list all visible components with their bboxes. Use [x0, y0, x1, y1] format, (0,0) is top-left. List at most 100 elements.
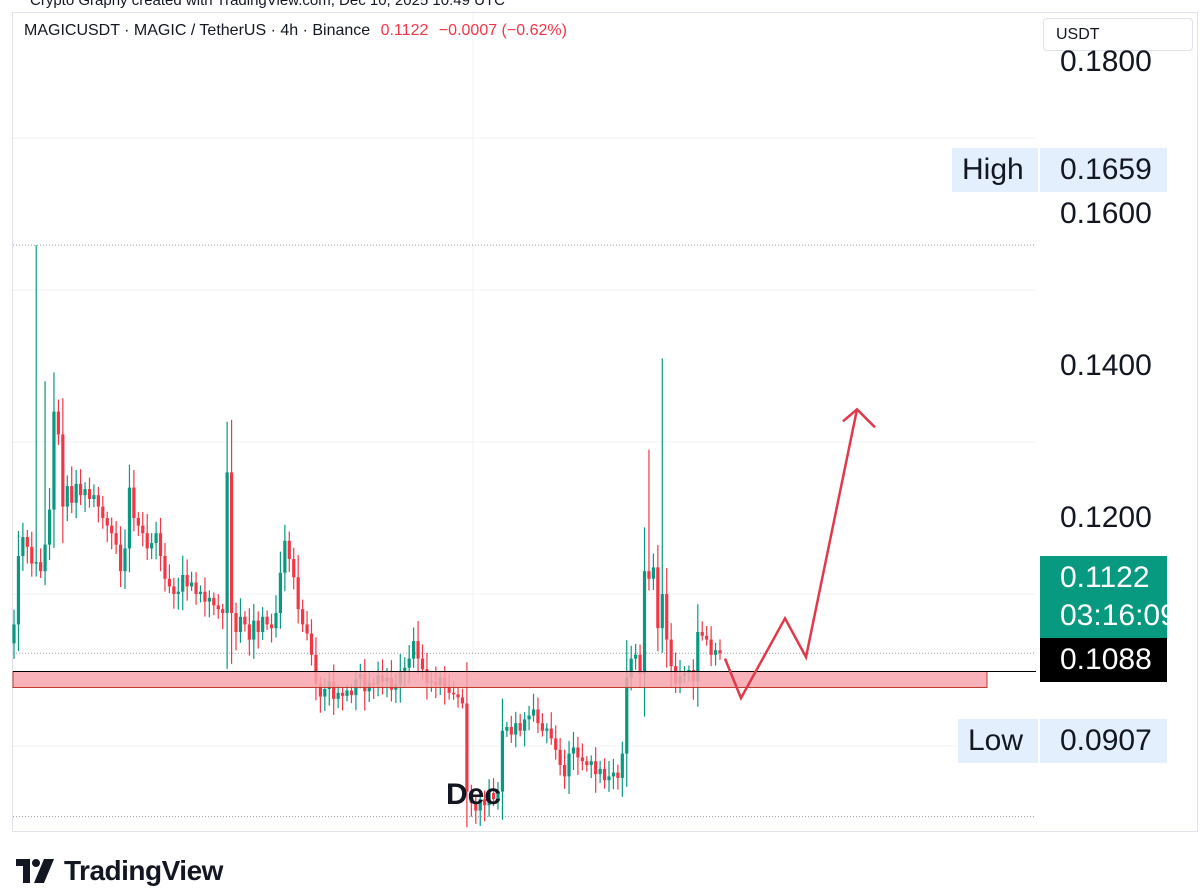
- candle-body: [665, 594, 669, 640]
- candle-body: [660, 594, 664, 629]
- candle-body: [576, 747, 580, 758]
- candle-body: [172, 586, 176, 594]
- candle-body: [696, 632, 700, 682]
- candle-body: [305, 624, 309, 634]
- price-axis-label: 0.1400: [1060, 349, 1152, 382]
- candle-body: [589, 761, 593, 765]
- candle-body: [101, 506, 105, 518]
- candle-body: [638, 654, 642, 674]
- candle-body: [43, 544, 47, 572]
- candle-body: [123, 548, 127, 572]
- candle-body: [190, 582, 194, 587]
- candle-body: [669, 639, 673, 667]
- bar-countdown: 03:16:09: [1060, 599, 1177, 632]
- last-price: 0.1122: [380, 22, 429, 39]
- candle-body: [212, 597, 216, 606]
- candle-body: [292, 559, 296, 578]
- high-tag-value: 0.1659: [1040, 148, 1167, 192]
- tradingview-logo[interactable]: TradingView: [16, 855, 223, 887]
- candle-body: [642, 571, 647, 674]
- candle-body: [562, 765, 567, 777]
- candle-body: [709, 639, 713, 655]
- drawing-overlays: [12, 407, 1036, 702]
- candle-body: [287, 540, 291, 560]
- candle-body: [651, 567, 655, 579]
- candle-body: [447, 686, 451, 693]
- candle-body: [545, 728, 549, 731]
- candle-body: [12, 624, 16, 644]
- candle-body: [176, 591, 180, 594]
- candle-body: [110, 525, 114, 534]
- currency-selector[interactable]: USDT: [1043, 18, 1193, 51]
- candle-body: [336, 692, 340, 699]
- candle-body: [594, 761, 598, 775]
- candle-body: [487, 793, 491, 806]
- price-axis-label: 0.1800: [1060, 45, 1152, 78]
- candle-body: [194, 582, 198, 594]
- candle-body: [713, 650, 718, 655]
- candle-body: [127, 487, 132, 549]
- candle-body: [416, 641, 420, 659]
- candle-body: [349, 690, 354, 696]
- candle-body: [150, 543, 154, 549]
- candle-body: [65, 486, 69, 507]
- candle-body: [167, 578, 172, 587]
- candle-body: [554, 738, 558, 750]
- candle-body: [185, 575, 189, 587]
- candle-body: [83, 489, 87, 496]
- candle-body: [34, 562, 38, 564]
- candle-body: [634, 654, 638, 659]
- grid-lines: [13, 13, 1036, 831]
- candle-body: [585, 761, 589, 765]
- candle-body: [478, 799, 482, 811]
- candle-body: [274, 613, 278, 629]
- candle-body: [296, 577, 300, 610]
- low-tag-label: Low: [958, 719, 1038, 763]
- candle-body: [625, 677, 629, 754]
- low-tag-value: 0.0907: [1040, 719, 1167, 763]
- candle-body: [509, 727, 513, 735]
- candle-body: [74, 483, 78, 503]
- candle-body: [203, 591, 207, 602]
- candle-body: [616, 772, 620, 778]
- candle-body: [656, 567, 660, 629]
- candle-body: [483, 799, 487, 806]
- current-price-tag: 0.1122 03:16:09: [1040, 556, 1177, 638]
- symbol-description: MAGICUSDT · MAGIC / TetherUS · 4h · Bina…: [24, 22, 371, 39]
- candle-body: [705, 635, 709, 640]
- current-price-value: 0.1122: [1060, 561, 1150, 594]
- candle-body: [216, 605, 220, 610]
- candle-body: [496, 791, 500, 800]
- support-level-price-tag: 0.1088: [1040, 638, 1167, 682]
- top-caption: Crypto Graphy created with TradingView.c…: [30, 0, 505, 9]
- candle-body: [580, 757, 584, 762]
- candle-body: [30, 546, 34, 564]
- candle-body: [238, 616, 243, 632]
- candle-body: [141, 525, 145, 534]
- candle-body: [567, 753, 571, 777]
- candle-body: [474, 803, 478, 811]
- symbol-header: MAGICUSDT · MAGIC / TetherUS · 4h · Bina…: [24, 22, 567, 40]
- candle-body: [500, 730, 505, 792]
- candle-body: [207, 597, 211, 602]
- candle-body: [527, 715, 531, 720]
- candle-body: [647, 571, 651, 579]
- candle-body: [225, 472, 229, 613]
- candle-body: [451, 692, 456, 695]
- high-tag-label: High: [952, 148, 1038, 192]
- candle-body: [269, 624, 274, 629]
- candle-body: [145, 533, 149, 549]
- candle-body: [39, 562, 43, 572]
- candle-body: [523, 719, 527, 731]
- candle-body: [198, 591, 203, 594]
- price-axis-label: 0.1200: [1060, 501, 1152, 534]
- candle-body: [154, 533, 158, 544]
- candle-body: [47, 509, 52, 545]
- candle-body: [460, 697, 465, 704]
- projection-arrow: [723, 409, 859, 702]
- tradingview-wordmark: TradingView: [64, 855, 223, 886]
- candle-body: [549, 728, 553, 739]
- candles: [12, 245, 722, 828]
- candle-body: [252, 620, 256, 640]
